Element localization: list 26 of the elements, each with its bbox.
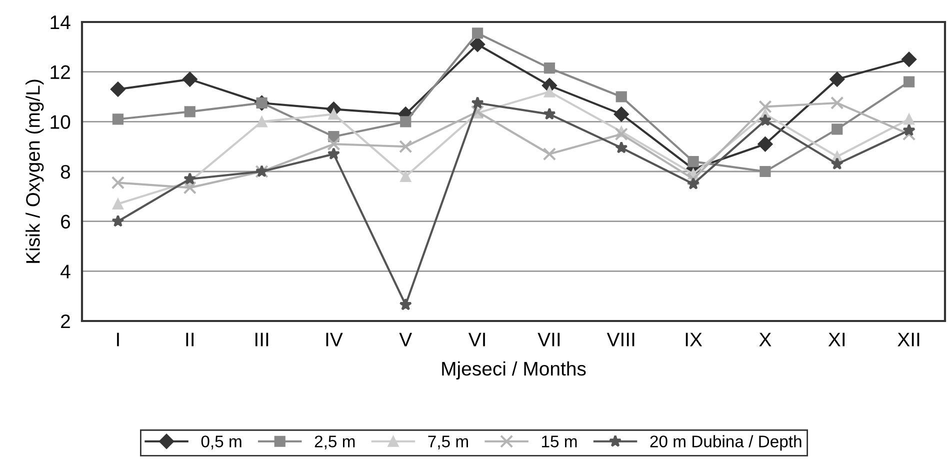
- y-tick-label: 6: [61, 214, 70, 229]
- x-tick-label: IX: [686, 332, 702, 346]
- legend-label: 7,5 m: [428, 436, 468, 450]
- y-tick-label: 2: [61, 314, 70, 328]
- x-tick-label: II: [186, 332, 194, 346]
- x-axis-title: Mjeseci / Months: [442, 361, 586, 380]
- y-tick-label: 14: [50, 16, 70, 30]
- x-tick-label: VI: [468, 332, 485, 346]
- legend-label: 0,5 m: [201, 436, 242, 450]
- y-tick-label: 4: [60, 264, 70, 278]
- x-tick-label: I: [117, 332, 119, 346]
- x-tick-label: IV: [326, 332, 343, 346]
- x-tick-label: VIII: [606, 332, 634, 346]
- legend-label: 20 m Dubina / Depth: [650, 435, 802, 451]
- x-tick-label: V: [399, 332, 412, 346]
- legend-label: 2,5 m: [314, 436, 355, 450]
- x-tick-label: XI: [828, 332, 845, 346]
- y-tick-label: 8: [60, 164, 70, 179]
- y-axis-title: Kisik / Oxygen (mg/L): [26, 80, 44, 263]
- x-tick-label: VII: [538, 332, 560, 346]
- legend-label: 15 m: [542, 436, 577, 448]
- y-tick-label: 10: [50, 115, 70, 129]
- y-tick-label: 12: [50, 65, 70, 79]
- x-tick-label: X: [759, 332, 772, 346]
- x-tick-label: XII: [898, 332, 920, 346]
- x-tick-label: III: [255, 332, 268, 346]
